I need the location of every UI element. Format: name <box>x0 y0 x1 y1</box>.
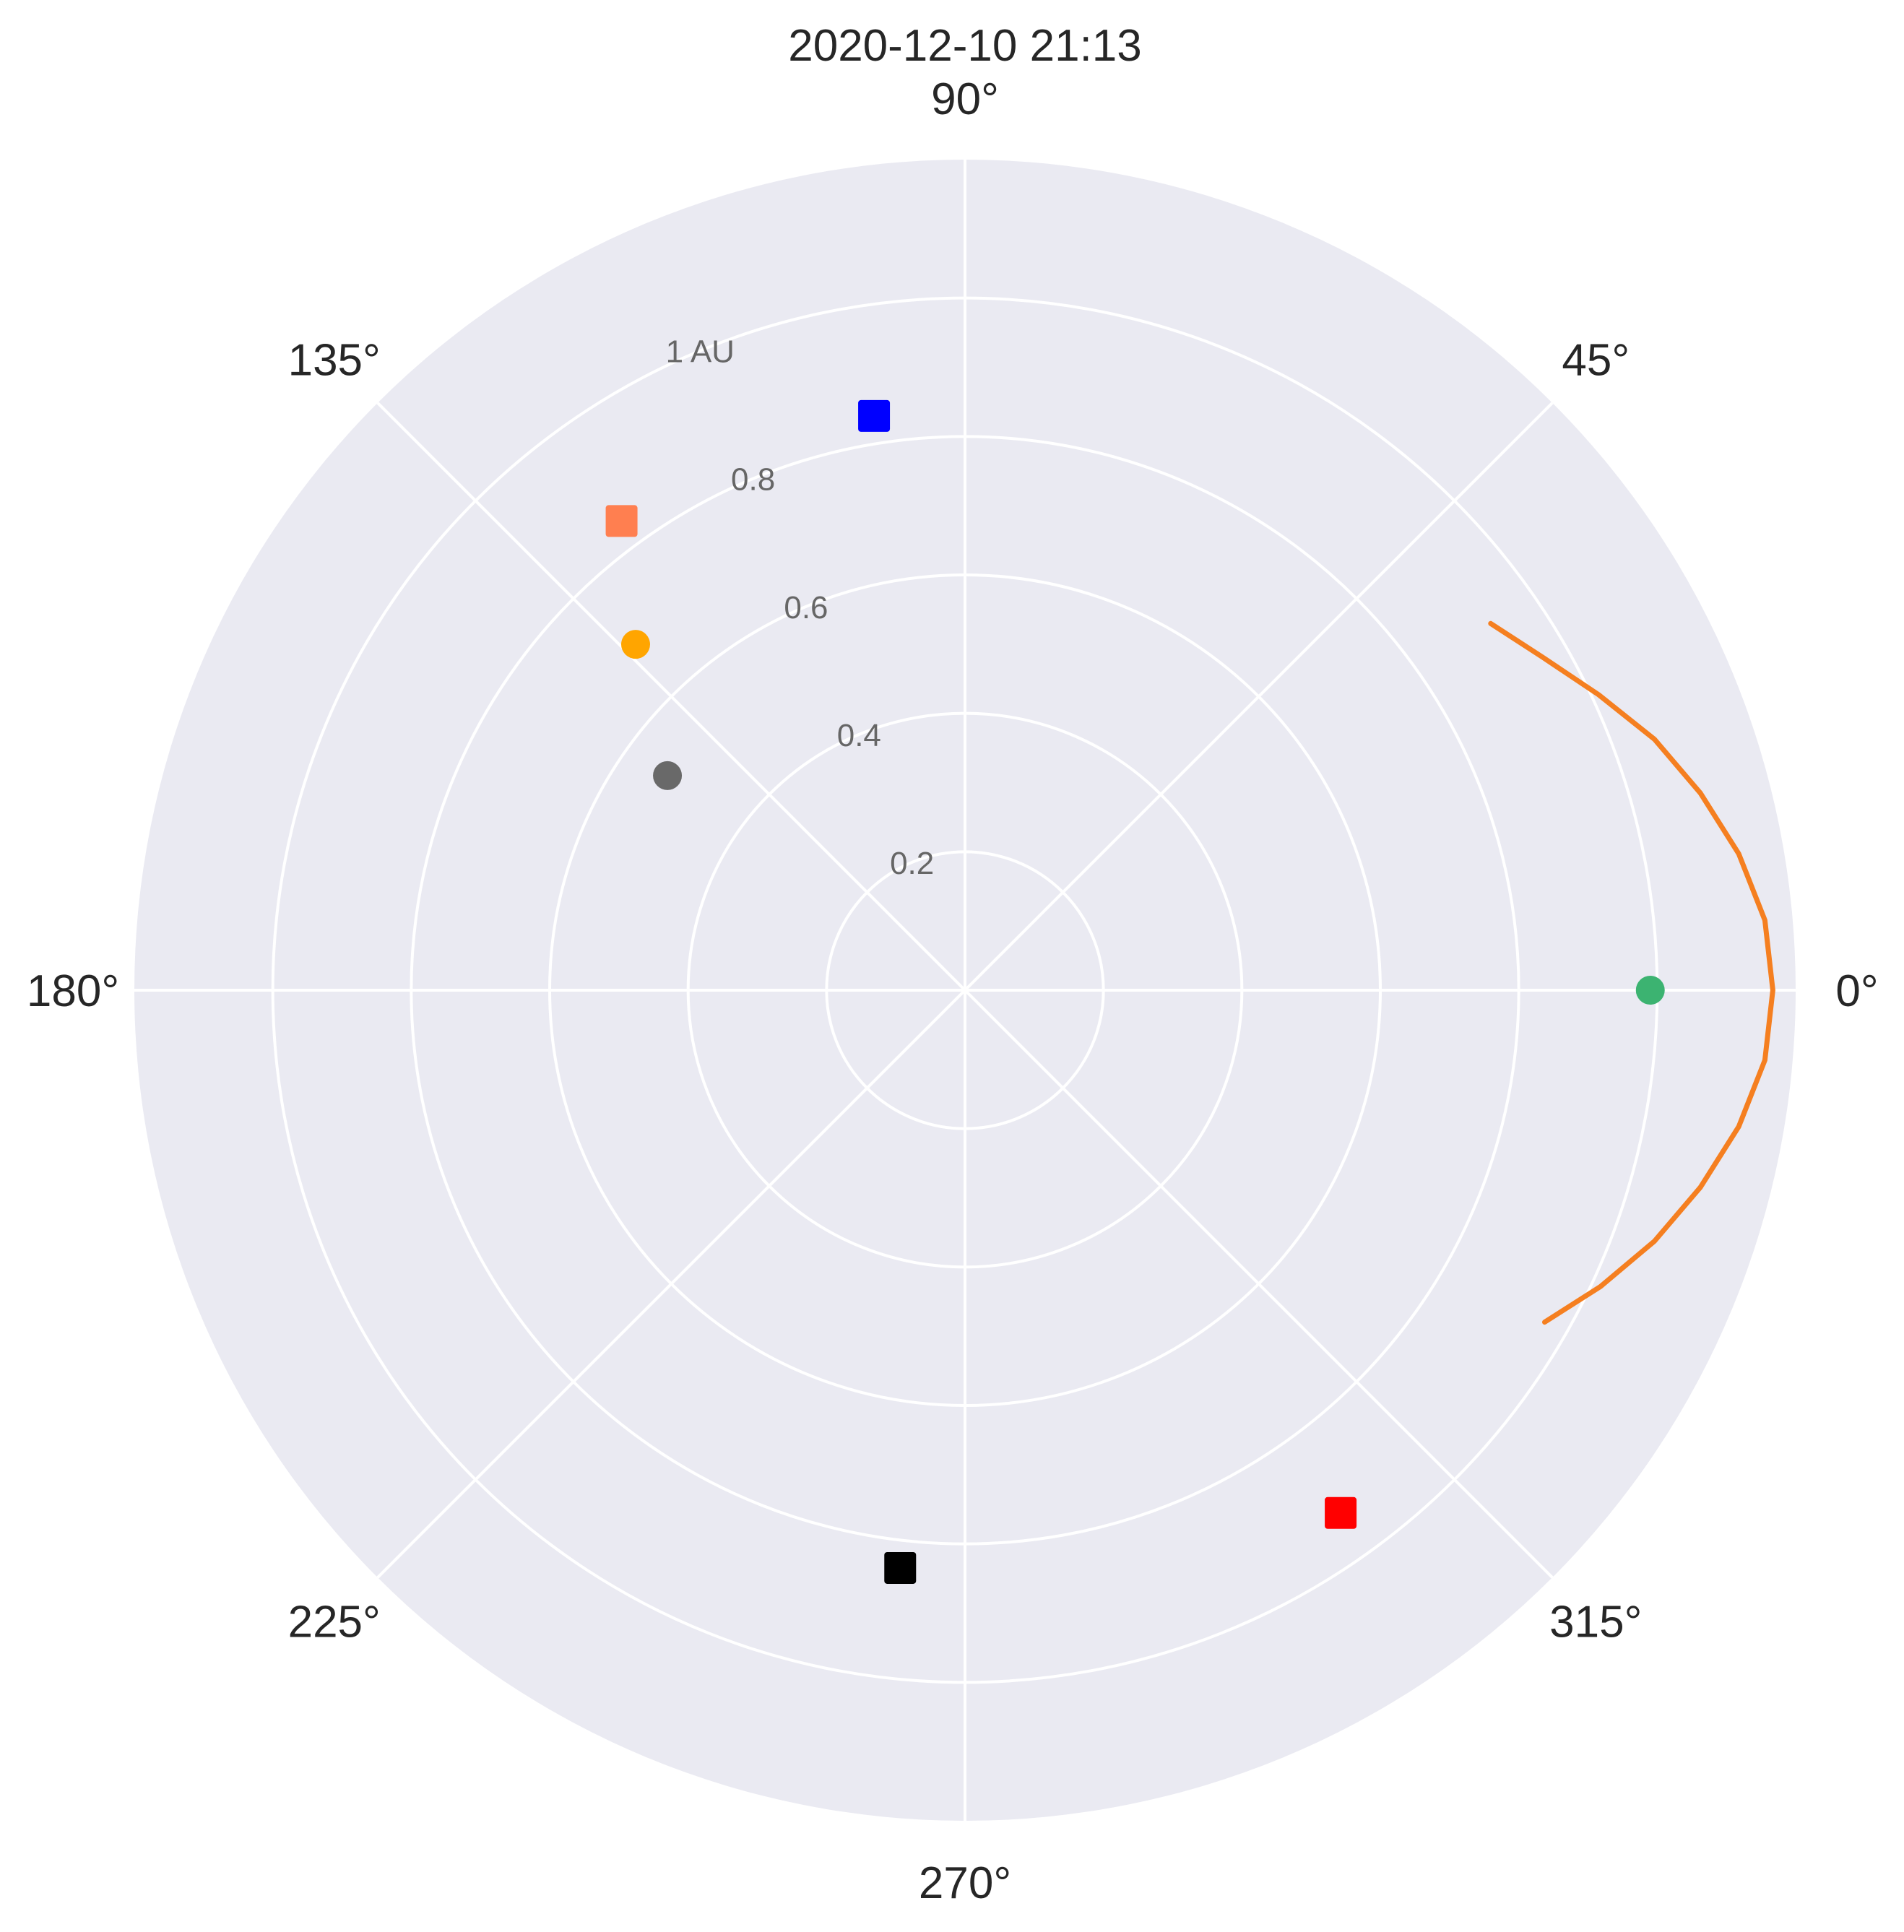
square-marker <box>858 399 891 432</box>
angle-tick-label: 270° <box>919 1858 1011 1908</box>
angular-gridline <box>964 402 1554 992</box>
radial-tick-label: 0.6 <box>784 590 828 625</box>
angular-gridline <box>964 989 1554 1579</box>
square-marker <box>605 505 638 537</box>
angle-tick-label: 225° <box>288 1597 381 1647</box>
angular-gridline <box>376 402 966 992</box>
circle-marker <box>653 761 683 790</box>
radial-tick-label: 0.2 <box>890 846 934 881</box>
polar-axes: 0° 45° 90° 135° 180° 225° 270° 315° 0.2 0.4 0.6 0.8… <box>27 74 1879 1908</box>
angular-gridline <box>376 989 966 1579</box>
square-marker <box>1325 1496 1357 1529</box>
angle-tick-label: 45° <box>1562 336 1630 386</box>
square-marker <box>884 1551 917 1584</box>
radial-tick-label: 0.8 <box>731 462 775 498</box>
circle-marker <box>620 630 650 659</box>
radial-tick-label: 1 AU <box>666 334 735 370</box>
radial-tick-label: 0.4 <box>837 718 881 753</box>
angle-tick-label: 90° <box>931 74 999 124</box>
angle-tick-label: 0° <box>1835 966 1878 1016</box>
orbit-line <box>1488 620 1775 1325</box>
circle-marker <box>1635 976 1665 1005</box>
chart-title: 2020-12-10 21:13 <box>788 21 1142 71</box>
angle-tick-label: 315° <box>1549 1597 1642 1647</box>
data-marks <box>605 399 1775 1584</box>
angle-tick-label: 180° <box>27 966 119 1016</box>
angle-tick-label: 135° <box>288 336 381 386</box>
